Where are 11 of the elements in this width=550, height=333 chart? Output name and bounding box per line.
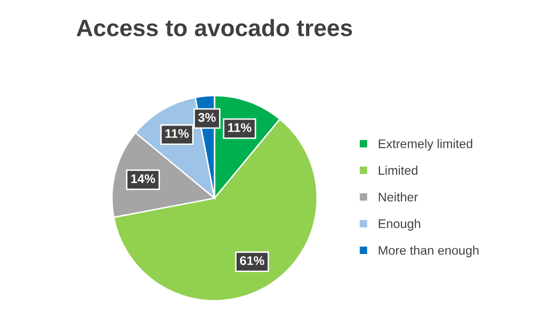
chart-title: Access to avocado trees	[76, 18, 352, 36]
legend-label: Extremely limited	[378, 139, 472, 151]
legend-label: Enough	[378, 218, 420, 231]
data-label: 11%	[166, 129, 189, 138]
legend-label: More than enough	[378, 246, 478, 258]
legend-label: Limited	[378, 166, 418, 175]
data-label: 61%	[240, 256, 264, 266]
data-label: 11%	[228, 123, 252, 132]
legend-label: Neither	[378, 192, 418, 202]
data-label: 14%	[131, 174, 156, 184]
data-label: 3%	[198, 112, 216, 122]
